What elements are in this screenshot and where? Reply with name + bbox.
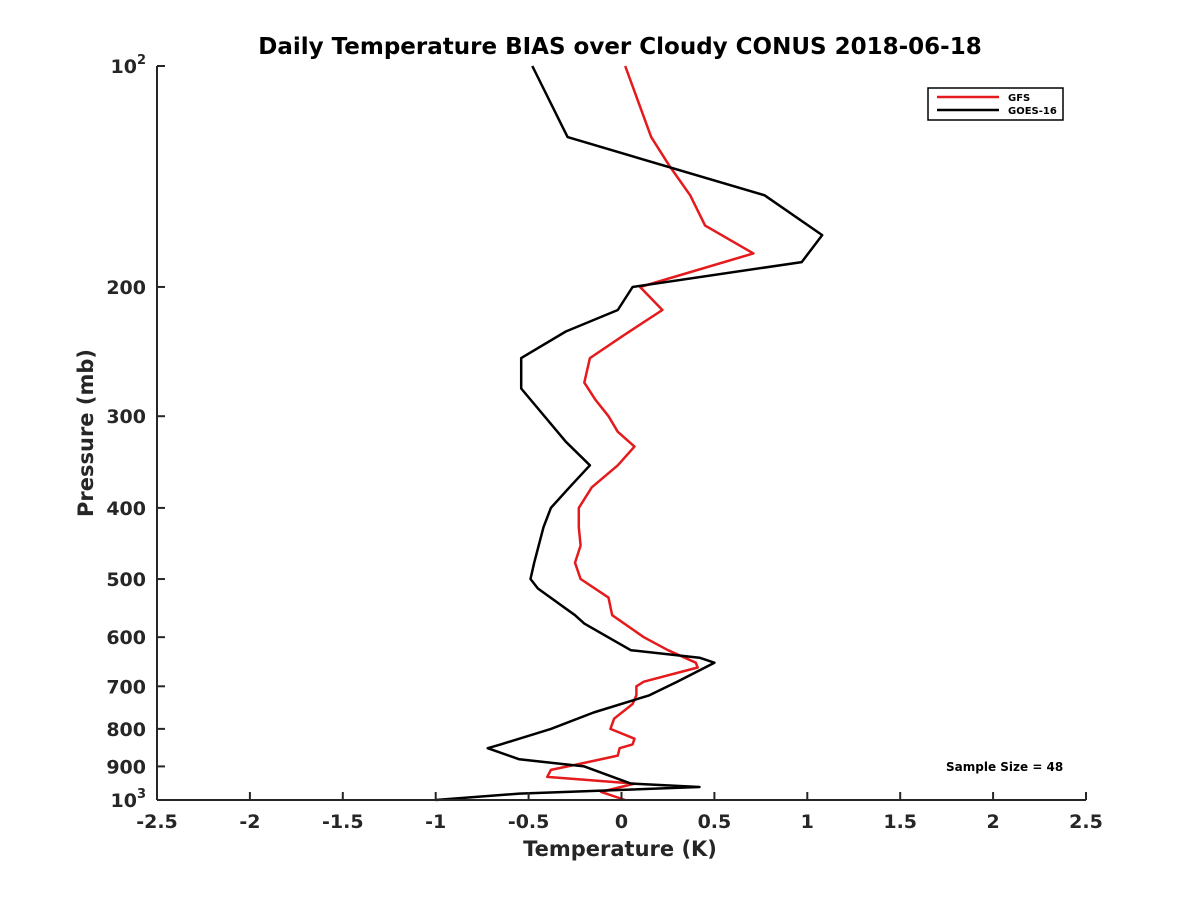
y-tick-label: 600	[106, 627, 146, 649]
legend-label-gfs: GFS	[1008, 93, 1030, 104]
x-tick-label: -0.5	[508, 811, 550, 833]
y-tick-label: 102	[111, 53, 147, 78]
x-tick-label: 0	[615, 811, 628, 833]
y-tick-label: 900	[106, 756, 146, 778]
y-tick-label: 500	[106, 569, 146, 591]
x-tick-label: 2.5	[1069, 811, 1103, 833]
y-tick-group: 102 200 300 400 500 600 700 800 900 103	[106, 53, 165, 812]
y-tick-label: 700	[106, 676, 146, 698]
series-layer	[435, 65, 824, 802]
legend-label-goes16: GOES-16	[1008, 106, 1057, 117]
series-line-goes16	[435, 65, 824, 802]
x-tick-label: 1	[801, 811, 814, 833]
y-tick-label: 103	[111, 787, 147, 812]
chart-title: Daily Temperature BIAS over Cloudy CONUS…	[258, 34, 981, 60]
legend-box	[927, 87, 1064, 121]
x-tick-label: 0.5	[698, 811, 732, 833]
series-line-gfs	[545, 65, 755, 802]
x-tick-label: -1.5	[322, 811, 364, 833]
y-tick-label: 200	[106, 277, 146, 299]
x-tick-label: -2	[239, 811, 260, 833]
x-tick-label: -1	[425, 811, 446, 833]
x-axis-label: Temperature (K)	[523, 837, 717, 861]
legend: GFS GOES-16	[927, 87, 1064, 121]
x-tick-label: 2	[986, 811, 999, 833]
y-axis-label: Pressure (mb)	[74, 349, 98, 517]
y-tick-label: 800	[106, 719, 146, 741]
y-tick-label: 400	[106, 498, 146, 520]
x-tick-label: 1.5	[883, 811, 917, 833]
y-tick-label: 300	[106, 406, 146, 428]
sample-size-annotation: Sample Size = 48	[946, 760, 1063, 774]
x-tick-group: -2.5 -2 -1.5 -1 -0.5 0 0.5 1 1.5 2 2.5	[136, 792, 1103, 833]
x-tick-label: -2.5	[136, 811, 178, 833]
